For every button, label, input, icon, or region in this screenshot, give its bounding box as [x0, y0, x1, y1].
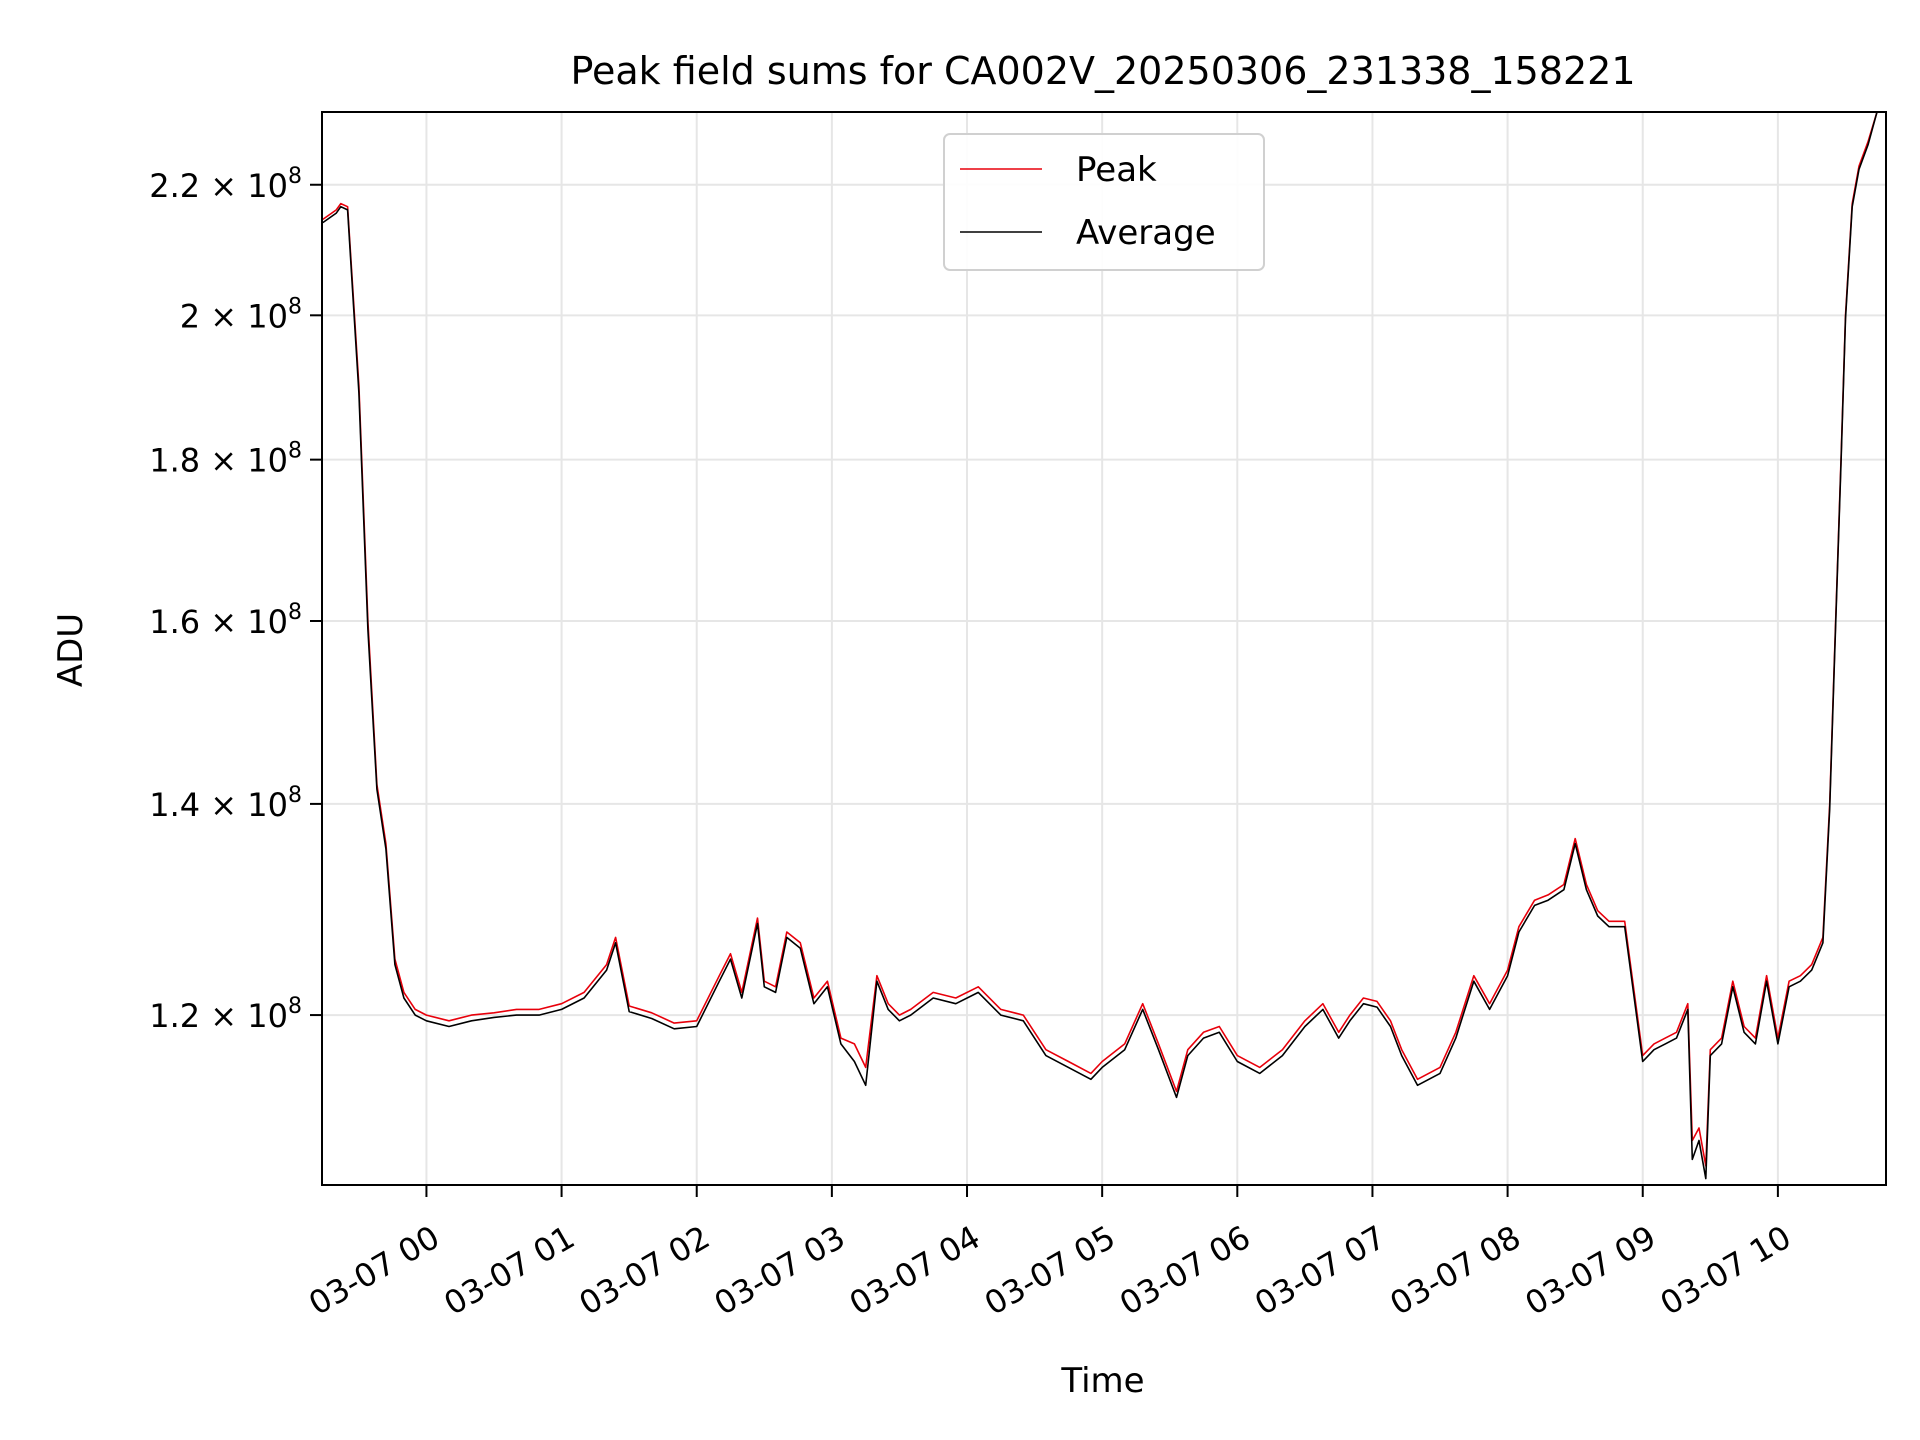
plot-frame — [321, 111, 1887, 1186]
legend: Peak Average — [943, 133, 1265, 271]
legend-average-label: Average — [1076, 213, 1216, 253]
chart-title: Peak field sums for CA002V_20250306_2313… — [570, 49, 1635, 93]
y-tick-label: 1.4 × 108 — [149, 783, 302, 824]
y-axis-label: ADU — [51, 613, 91, 687]
y-axis: 1.2 × 108 1.4 × 108 1.6 × 108 1.8 × 108 2 × … — [149, 164, 322, 1035]
y-tick-label: 1.6 × 108 — [149, 600, 302, 641]
series-line-average — [322, 112, 1878, 1180]
series-layer — [322, 112, 1878, 1180]
grid — [322, 112, 1886, 1185]
legend-box — [943, 133, 1265, 271]
x-axis-label: Time — [1060, 1361, 1144, 1401]
y-tick-label: 1.8 × 108 — [149, 439, 302, 480]
legend-peak-label: Peak — [1076, 150, 1157, 190]
y-tick-label: 1.2 × 108 — [149, 994, 302, 1035]
y-tick-label: 2.2 × 108 — [149, 164, 302, 205]
y-tick-label: 2 × 108 — [180, 294, 302, 335]
